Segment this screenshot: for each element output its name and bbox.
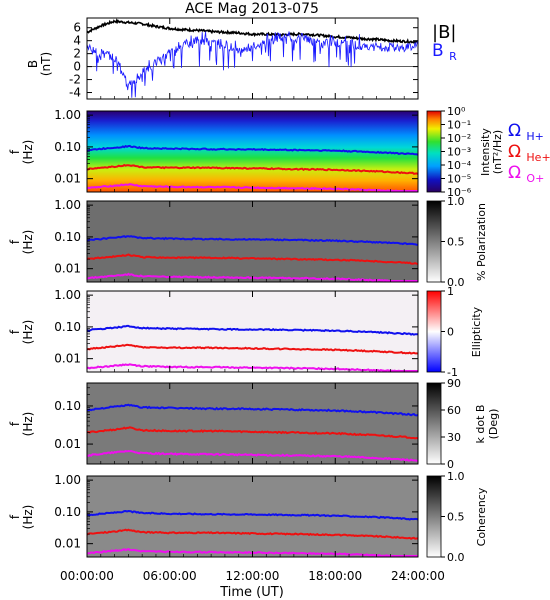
- legend-omega-h-main: Ω: [508, 121, 521, 141]
- gyro-line-h-plus: [86, 144, 419, 156]
- legend-omega-he-sub: He+: [526, 151, 550, 164]
- panel-2-ylabel: f: [8, 149, 22, 154]
- colorbar-tick-label: 1.0: [447, 195, 465, 208]
- y-tick-label: 4: [73, 34, 81, 48]
- y-tick-label: -4: [69, 86, 81, 100]
- colorbar-tick-label: 10⁻¹: [447, 119, 471, 132]
- colorbar-tick-label: 10⁻⁶: [447, 186, 472, 199]
- panel-3-ylabel: f: [8, 239, 22, 244]
- series-b-r-line: [86, 31, 419, 98]
- panel-1-ylabel: B: [26, 60, 40, 68]
- colorbar-tick-label: 0.5: [447, 236, 465, 249]
- y-tick-label: 6: [73, 21, 81, 35]
- panel-3-colorbar: [426, 200, 442, 283]
- panel-3-colorbar-label: % Polarization: [475, 203, 488, 281]
- legend-omega-h: Ω H+: [508, 121, 544, 143]
- colorbar-tick-label: 0.0: [447, 276, 465, 289]
- colorbar-tick-label: 10⁻⁵: [447, 173, 471, 186]
- legend-omega-o-sub: O+: [526, 172, 544, 185]
- y-tick-label: 0.10: [54, 230, 81, 244]
- y-tick-label: 0.01: [54, 172, 81, 186]
- legend-omega-he: Ω He+: [508, 142, 550, 164]
- legend-omega-o: Ω O+: [508, 163, 544, 185]
- panel-1-yunit: (nT): [39, 52, 53, 76]
- y-tick-label: 1.00: [54, 198, 81, 212]
- figure-title: ACE Mag 2013-075: [185, 1, 319, 17]
- gyro-line-he-plus: [86, 253, 419, 266]
- panel-2-colorbar-unit: (nT²/Hz): [491, 130, 504, 174]
- panel-2-y-ticks: 1.00 0.10 0.01: [54, 108, 418, 186]
- y-tick-label: 0.10: [54, 140, 81, 154]
- series-b-total-line: [86, 18, 419, 45]
- panel-2-yunit: (Hz): [21, 140, 35, 165]
- colorbar-tick-label: 10⁻²: [447, 132, 471, 145]
- panel-3-colorbar-ticks: 1.0 0.5 0.0: [441, 195, 465, 289]
- panel-ellipticity: 1.000.100.01 f (Hz) 10-1 Ellipticity: [8, 285, 483, 379]
- colorbar-tick-label: 10⁰: [447, 105, 466, 118]
- legend-omega-he-main: Ω: [508, 142, 521, 162]
- panel-3-yunit: (Hz): [21, 230, 35, 255]
- legend-omega-h-sub: H+: [526, 130, 544, 143]
- legend-b-total: |B|: [432, 22, 456, 43]
- y-tick-label: 0: [73, 60, 81, 74]
- y-tick-label: 2: [73, 47, 81, 61]
- y-tick-label: -2: [69, 73, 81, 87]
- panel-2-colorbar-label: Intensity: [479, 128, 492, 176]
- legend-omega-o-main: Ω: [508, 163, 521, 183]
- y-tick-label: 1.00: [54, 108, 81, 122]
- gyro-line-he-plus: [86, 163, 419, 175]
- colorbar-tick-label: 10⁻³: [447, 146, 471, 159]
- panel-2-colorbar: [426, 110, 442, 193]
- y-tick-label: 0.01: [54, 262, 81, 276]
- panel-intensity: 1.000.100.01 f (Hz) 10⁰10⁻¹10⁻²10⁻³10⁻⁴1…: [8, 105, 550, 199]
- legend-b-r-sub: R: [449, 50, 457, 63]
- panel-3-y-ticks: 1.00 0.10 0.01: [54, 198, 418, 276]
- panel-polarization: 1.00 0.10 0.01 f (Hz) 1.0 0.5 0.0 % Polariza…: [8, 195, 488, 289]
- colorbar-tick-label: 10⁻⁴: [447, 159, 472, 172]
- legend-b-r-main: B: [432, 41, 444, 61]
- legend-b-r: B R: [432, 41, 457, 63]
- gyro-line-h-plus: [86, 235, 419, 246]
